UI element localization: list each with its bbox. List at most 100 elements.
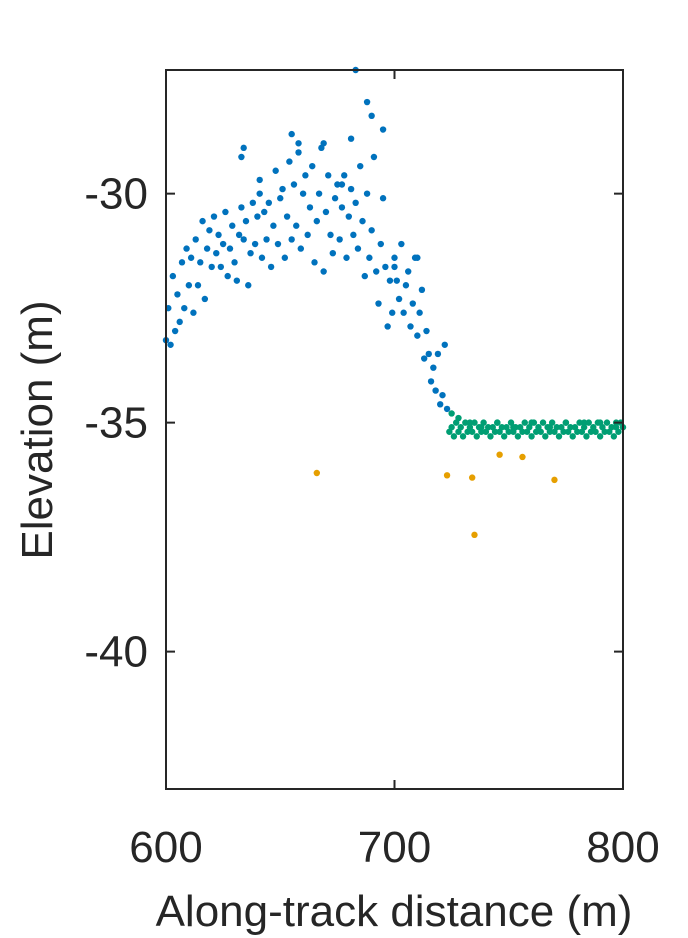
data-point: [334, 181, 341, 188]
data-point: [398, 240, 405, 248]
data-point: [610, 433, 618, 440]
data-point: [311, 259, 318, 266]
y-tick-label: -30: [84, 170, 148, 219]
data-point: [329, 249, 337, 257]
data-point: [368, 227, 375, 234]
data-point: [190, 309, 197, 316]
data-point: [240, 236, 247, 243]
data-point: [322, 208, 330, 216]
data-point: [238, 204, 245, 211]
data-point: [487, 433, 494, 440]
data-point: [187, 254, 195, 261]
data-point: [405, 268, 412, 275]
data-point: [423, 327, 430, 335]
data-point: [414, 332, 421, 339]
data-point: [395, 295, 403, 303]
data-point: [283, 213, 291, 220]
data-point: [421, 355, 428, 362]
data-point: [299, 190, 307, 197]
data-point: [270, 222, 277, 229]
data-point: [345, 213, 352, 220]
x-tick-label: 800: [586, 823, 659, 872]
data-point: [352, 199, 359, 207]
data-point: [201, 295, 209, 303]
data-point: [254, 213, 261, 220]
data-point: [226, 245, 234, 252]
data-point: [551, 476, 558, 484]
data-point: [567, 424, 574, 431]
data-point: [478, 428, 485, 435]
data-point: [389, 309, 396, 316]
data-point: [320, 140, 327, 147]
data-point: [197, 259, 204, 266]
data-point: [391, 263, 398, 271]
data-point: [393, 277, 400, 284]
data-point: [418, 286, 426, 294]
data-point: [192, 236, 199, 243]
data-point: [546, 428, 554, 435]
data-point: [256, 176, 263, 184]
data-point: [375, 300, 382, 307]
data-point: [560, 428, 567, 435]
data-point: [457, 424, 464, 431]
data-point: [466, 419, 474, 426]
data-point: [277, 195, 284, 202]
data-point: [359, 217, 366, 225]
data-point: [183, 245, 190, 252]
data-point: [505, 428, 512, 435]
data-point: [409, 300, 416, 307]
data-point: [574, 428, 581, 435]
data-point: [553, 424, 560, 431]
data-point: [384, 323, 391, 330]
data-point: [546, 424, 554, 431]
data-point: [468, 428, 476, 435]
data-point: [206, 227, 213, 234]
data-point: [437, 401, 444, 408]
data-point: [357, 162, 364, 170]
data-point: [224, 272, 231, 280]
x-tick-label: 600: [129, 823, 202, 872]
data-point: [592, 428, 599, 435]
data-point: [290, 181, 298, 188]
data-point: [338, 204, 346, 211]
data-point: [258, 254, 266, 261]
data-point: [185, 282, 193, 289]
data-point: [363, 190, 371, 197]
data-point: [416, 309, 423, 316]
data-point: [219, 240, 227, 248]
data-point: [169, 272, 177, 280]
data-point: [448, 424, 455, 431]
data-point: [407, 323, 414, 330]
y-axis-label: Elevation (m): [13, 300, 62, 559]
data-point: [347, 135, 355, 142]
data-point: [320, 268, 327, 275]
data-point: [514, 433, 522, 440]
data-point: [539, 419, 547, 426]
data-point: [176, 318, 183, 326]
data-point: [521, 419, 528, 426]
data-point: [441, 341, 448, 348]
data-point: [434, 350, 442, 358]
y-tick-label: -40: [84, 628, 148, 677]
data-point: [167, 341, 174, 348]
data-point: [430, 364, 437, 371]
data-point: [562, 419, 570, 426]
data-point: [213, 249, 220, 257]
data-point: [443, 472, 451, 479]
data-point: [555, 433, 563, 440]
data-point: [583, 433, 590, 440]
data-point: [203, 245, 211, 252]
data-point: [494, 419, 501, 426]
data-point: [174, 291, 181, 298]
data-point: [325, 172, 332, 179]
data-point: [286, 158, 293, 165]
data-point: [373, 268, 380, 275]
data-point: [281, 254, 289, 261]
axes: [165, 69, 624, 790]
data-point: [297, 245, 305, 252]
data-point: [272, 167, 279, 174]
data-point: [379, 195, 387, 202]
data-point: [500, 433, 508, 440]
data-point: [240, 144, 247, 152]
x-tick-label: 700: [358, 823, 431, 872]
